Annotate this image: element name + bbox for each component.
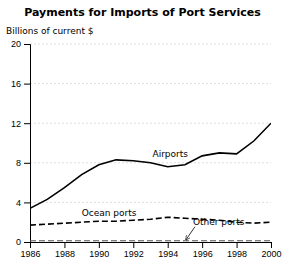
series-label: Ocean ports (82, 208, 137, 218)
tick: 1998 (227, 242, 247, 259)
tick: 0 (16, 237, 30, 247)
grid-line (30, 202, 271, 203)
series-label: Other ports (193, 217, 245, 227)
grid-line (30, 83, 271, 84)
chart: 1986 1988 1990 1992 1994 1996 1998 2000 0 4 8 12 16 2… (0, 0, 285, 266)
axis-line (31, 243, 272, 249)
tick: 20 (11, 39, 30, 49)
tick-label: 0 (16, 237, 21, 247)
tick-label: 1988 (55, 249, 75, 259)
tick-mark (24, 202, 30, 203)
tick: 1986 (20, 242, 40, 259)
tick-mark (237, 242, 238, 248)
series-label: Airports (153, 149, 189, 159)
tick: 12 (11, 119, 30, 129)
tick: 1990 (89, 242, 109, 259)
grid (30, 44, 271, 242)
tick-label: 4 (16, 198, 21, 208)
tick-mark (64, 242, 65, 248)
tick-label: 16 (11, 79, 21, 89)
line (30, 123, 271, 208)
tick-label: 1996 (193, 249, 213, 259)
y-axis: 0 4 8 12 16 20 (11, 39, 31, 247)
tick-mark (168, 242, 169, 248)
tick-mark (202, 242, 203, 248)
tick-mark (271, 242, 272, 248)
tick-mark (99, 242, 100, 248)
tick-label: 1990 (89, 249, 109, 259)
tick: 8 (16, 158, 30, 168)
tick-label: 1998 (227, 249, 247, 259)
tick-label: 12 (11, 119, 21, 129)
axis-line (24, 45, 31, 243)
tick-mark (133, 242, 134, 248)
tick-mark (24, 84, 30, 85)
series-labels: Airports Ocean ports Other ports (82, 149, 245, 240)
lines (30, 123, 271, 241)
tick: 2000 (261, 242, 281, 259)
tick-label: 1992 (124, 249, 144, 259)
tick-label: 1994 (158, 249, 178, 259)
grid-line (30, 44, 271, 45)
y-axis-label: Billions of current $ (6, 26, 94, 36)
tick: 1988 (55, 242, 75, 259)
tick: 4 (16, 198, 30, 208)
line (30, 240, 271, 241)
tick-mark (24, 163, 30, 164)
tick-mark (24, 123, 30, 124)
tick: 1996 (193, 242, 213, 259)
tick-label: 20 (11, 39, 21, 49)
tick-label: 2000 (261, 249, 281, 259)
grid-line (30, 123, 271, 124)
tick-mark (24, 44, 30, 45)
plot: 1986 1988 1990 1992 1994 1996 1998 2000 0 4 8 12 16 2… (11, 39, 282, 259)
tick-mark (24, 242, 30, 243)
tick: 16 (11, 79, 30, 89)
title: Payments for Imports of Port Services (24, 6, 261, 19)
annotation-arrow (186, 227, 195, 240)
tick: 1992 (124, 242, 144, 259)
tick: 1994 (158, 242, 178, 259)
tick-label: 8 (16, 158, 21, 168)
x-axis: 1986 1988 1990 1992 1994 1996 1998 2000 (20, 242, 281, 259)
tick-label: 1986 (20, 249, 40, 259)
